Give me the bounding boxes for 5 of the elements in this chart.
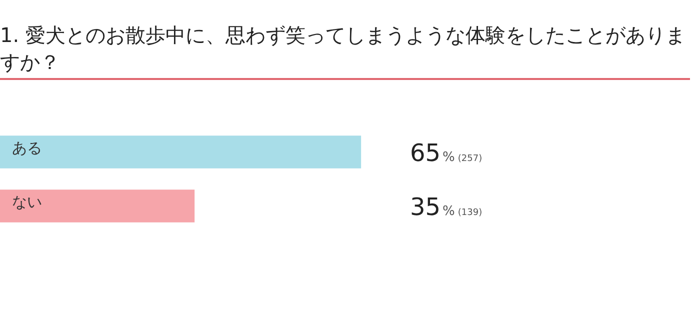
- y-tick-label: ある: [12, 138, 42, 157]
- y-tick-label: ない: [12, 192, 42, 211]
- data-label: 35% (139): [410, 193, 482, 221]
- chart-title: 1. 愛犬とのお散歩中に、思わず笑ってしまうような体験をしたことがありますか？: [0, 0, 690, 80]
- data-label: 65% (257): [410, 139, 482, 167]
